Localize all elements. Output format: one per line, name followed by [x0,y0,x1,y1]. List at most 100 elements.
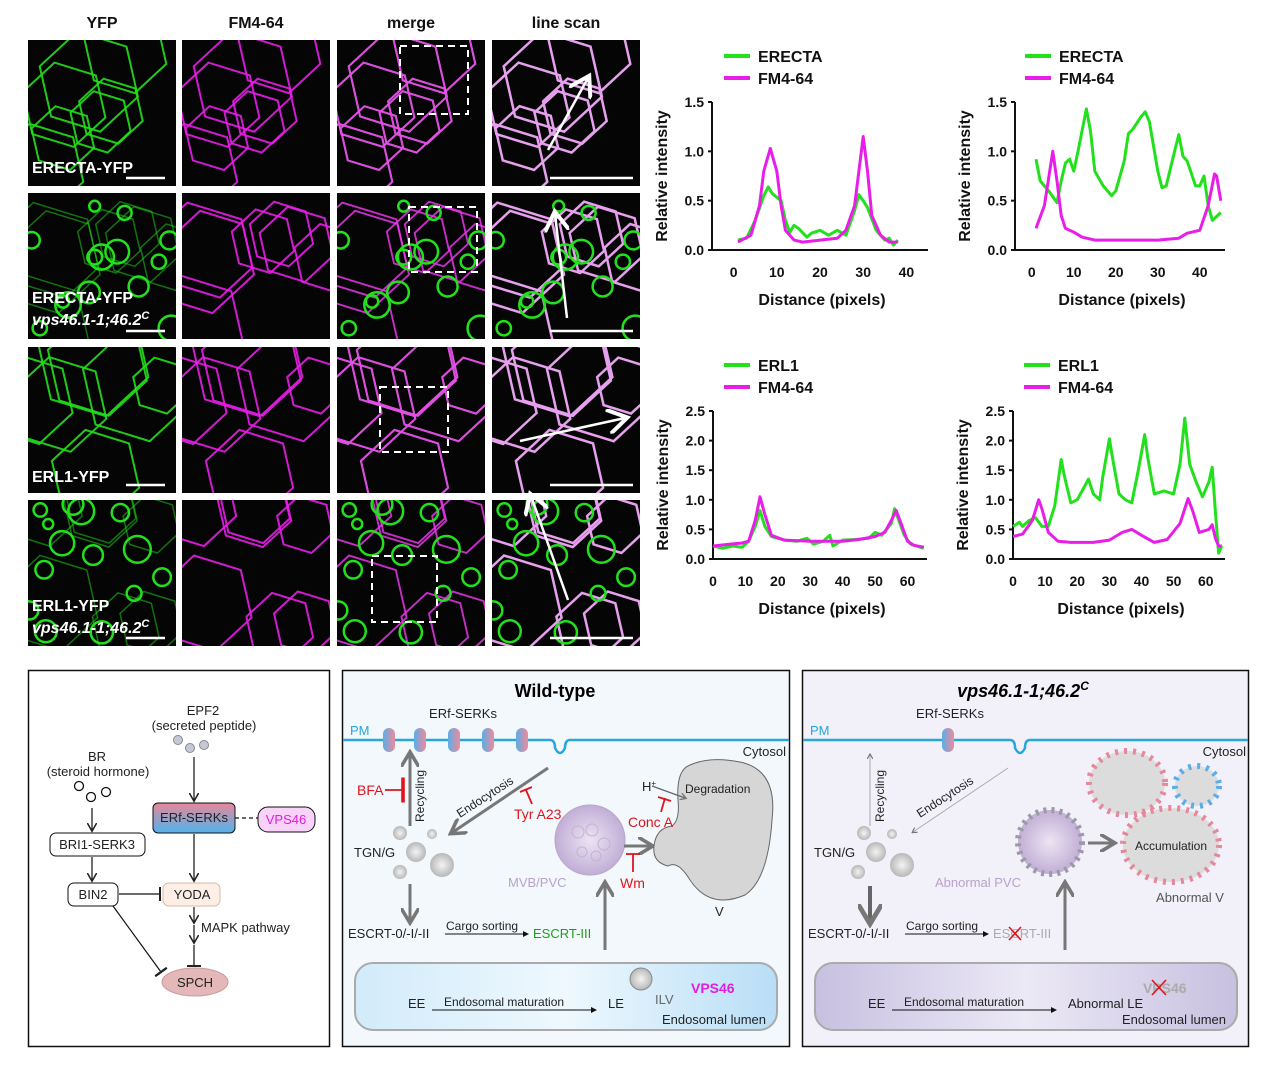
bri1-serk3-box [49,832,146,857]
ilv-label: ILV [655,992,674,1007]
legend-label: FM4-64 [1058,380,1113,397]
receptors [383,728,528,752]
series-line-fm4-64 [1034,149,1223,242]
x-tick-label: 10 [1037,573,1053,589]
legend-label: ERECTA [1059,49,1124,66]
mut-pm-label: PM [810,723,830,738]
legend-label: FM4-64 [758,71,813,88]
vps46-box [257,806,316,833]
y-axis-label: Relative intensity [955,419,972,551]
spch-label: SPCH [177,975,213,990]
line-chart-2: 0.0 0.5 1.0 1.5 0 10 20 30 40 Distance (pixels) Re… [957,49,1225,309]
tgn-vesicles [393,826,454,879]
abnormal-pvc-label: Abnormal PVC [935,875,1021,890]
x-tick-label: 20 [812,264,828,280]
wt-escrt-012-label: ESCRT-0/-I/-II [348,926,429,941]
micrograph-tile [28,500,176,646]
abnormal-le-label: Abnormal LE [1068,996,1143,1011]
micrograph-tile [492,193,640,339]
x-axis-label: Distance (pixels) [758,601,885,618]
mut-escrt-012-label: ESCRT-0/-I/-II [808,926,889,941]
line-scan-charts: 0.0 0.5 1.0 1.5 0 10 20 30 40 Distance (pixels) Re… [654,49,1225,618]
row-label-erl1-yfp: ERL1-YFP [32,469,110,486]
x-tick-label: 30 [1150,264,1166,280]
chart-axes [1012,411,1225,560]
y-tick-label: 1.0 [988,143,1008,159]
zoom-region-box [379,386,449,453]
vacuole-label: V [715,904,724,919]
ilv-icon [629,967,653,991]
x-tick-label: 40 [899,264,915,280]
y-tick-label: 0.0 [685,242,705,258]
column-header-line-scan: line scan [532,15,600,32]
mutant-title: vps46.1-1;46.2C [957,679,1089,701]
micrograph-tile [182,500,330,646]
bfa-label: BFA [357,782,384,798]
x-tick-label: 40 [1134,573,1150,589]
line-scan-arrow [555,214,567,319]
x-tick-label: 10 [1066,264,1082,280]
row-labels: ERECTA-YFP ERECTA-YFP vps46.1-1;46.2C ER… [32,160,150,637]
legend-label: FM4-64 [1059,71,1114,88]
micrograph-tile [492,460,640,646]
series-line-fm4-64 [737,135,898,244]
column-header-yfp: YFP [86,15,117,32]
x-tick-label: 0 [730,264,738,280]
row-label-erl1-yfp-mutant: ERL1-YFP [32,598,110,615]
series-line-erecta [737,185,899,247]
x-tick-label: 0 [1009,573,1017,589]
wt-tgn-label: TGN/G [354,845,395,860]
abnormal-vacuole-icon [1120,805,1222,885]
series-line-erecta [1034,107,1222,222]
receptor-icon [942,728,954,752]
x-tick-label: 50 [1166,573,1182,589]
micrograph-tile [182,193,330,339]
blocked-x-icon [1008,926,1022,941]
micrograph-tile [337,347,485,493]
zoom-region-box [399,45,469,115]
yoda-box [162,882,221,907]
y-axis-label: Relative intensity [654,110,671,242]
legend-label: ERL1 [758,358,799,375]
y-axis-label: Relative intensity [655,419,672,551]
spch-ellipse [161,967,229,997]
chart-axes [711,102,928,251]
y-tick-label: 0.0 [986,551,1006,567]
receptor-icon [383,728,395,752]
mvb-pvc-label: MVB/PVC [508,875,567,890]
wm-label: Wm [620,875,645,891]
degradation-label: Degradation [685,782,750,796]
zoom-region-box [371,555,438,623]
bin2-label: BIN2 [79,887,108,902]
erf-serks-label: ERf-SERKs [160,810,228,825]
mapk-label: MAPK pathway [201,920,290,935]
micrograph-tile [182,40,330,186]
row-label-genotype: vps46.1-1;46.2C [32,310,150,329]
wt-pm-label: PM [350,723,370,738]
y-tick-label: 1.5 [986,462,1006,478]
y-tick-label: 0.5 [986,521,1006,537]
line-scan-arrow [519,418,625,443]
receptor-icon [482,728,494,752]
micrograph-tile [492,347,640,493]
y-tick-label: 2.0 [686,433,706,449]
x-tick-label: 20 [1108,264,1124,280]
yoda-label: YODA [174,887,211,902]
x-tick-label: 20 [770,573,786,589]
x-tick-label: 30 [802,573,818,589]
mvb-pvc-icon [554,804,626,876]
accumulation-label: Accumulation [1135,839,1207,853]
mut-cargo-sorting-label: Cargo sorting [906,919,978,933]
receptor-icon [414,728,426,752]
zoom-region-box [408,206,478,273]
legend-label: ERECTA [758,49,823,66]
wt-maturation-label: Endosomal maturation [444,995,564,1009]
tyr-a23-label: Tyr A23 [514,806,562,822]
x-axis-label: Distance (pixels) [1058,292,1185,309]
micrograph-tile [28,193,176,339]
y-tick-label: 1.0 [685,143,705,159]
receptor-icon [448,728,460,752]
epf2-sublabel: (secreted peptide) [152,718,257,733]
abnormal-v-label: Abnormal V [1156,890,1224,905]
